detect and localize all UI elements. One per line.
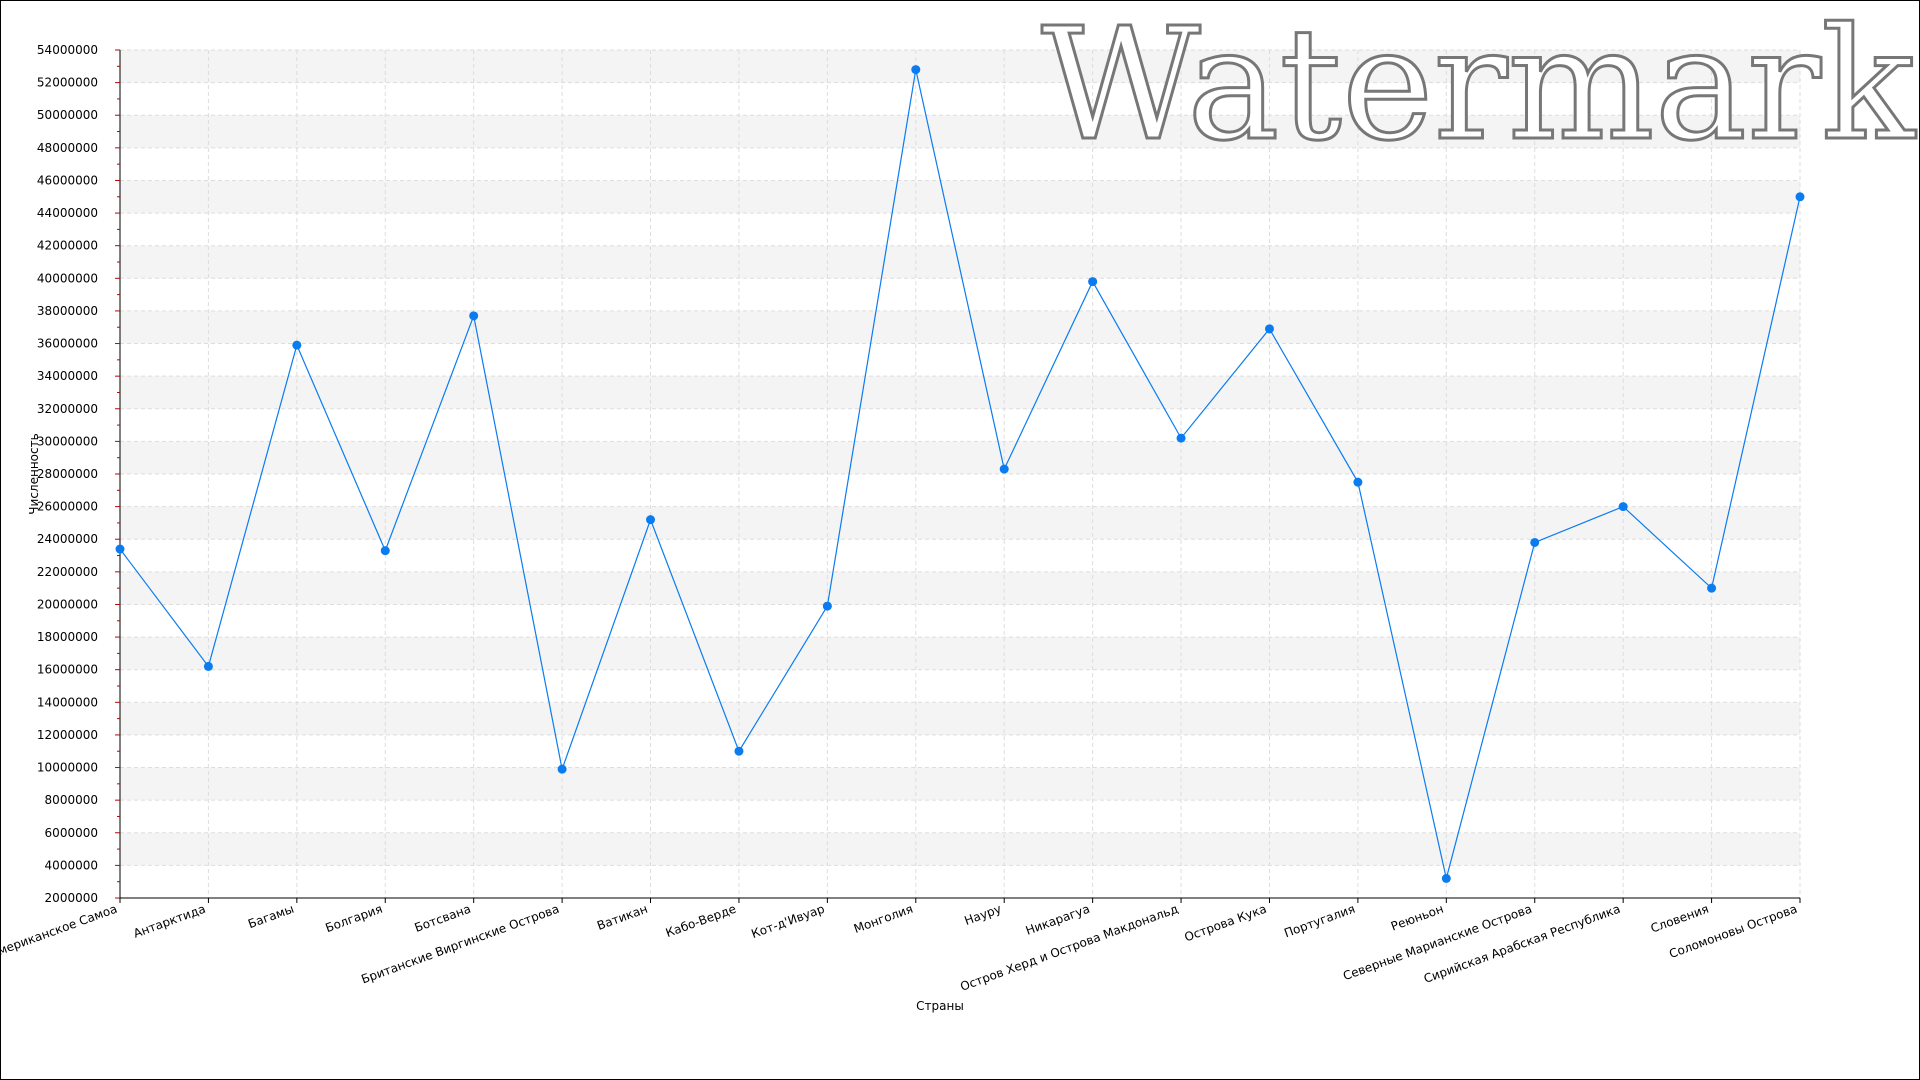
grid-band [120, 376, 1800, 409]
grid-band [120, 115, 1800, 148]
grid-band [120, 506, 1800, 540]
x-axis-ticks: Американское Самоа Антарктида Багамы Болгар… [0, 898, 1801, 994]
data-point [734, 746, 744, 756]
data-point [1264, 324, 1274, 334]
data-point [1795, 192, 1805, 202]
x-tick-label: Реюньон [1389, 902, 1445, 934]
data-point [1618, 502, 1628, 512]
y-tick-label: 22000000 [37, 565, 98, 579]
y-tick-label: 32000000 [37, 402, 98, 416]
x-tick-label: Монголия [852, 902, 915, 936]
grid-band [120, 767, 1800, 801]
grid-band [120, 180, 1800, 214]
y-tick-label: 2000000 [45, 891, 98, 905]
x-tick-label: Антарктида [132, 902, 208, 941]
data-point [469, 311, 479, 321]
x-tick-label: Ватикан [595, 902, 649, 933]
watermark: Watermark [1041, 0, 1916, 175]
grid-band [120, 245, 1800, 279]
y-tick-label: 52000000 [37, 76, 98, 90]
data-point [1530, 537, 1540, 547]
grid-band [120, 702, 1800, 735]
y-axis-title: Численность [27, 433, 41, 514]
data-point [911, 65, 921, 75]
y-tick-label: 48000000 [37, 141, 98, 155]
y-axis-ticks: 2000000 4000000 6000000 8000000 10000000 1200… [37, 43, 120, 905]
data-point [1707, 583, 1717, 593]
y-tick-label: 44000000 [37, 206, 98, 220]
data-point [1353, 477, 1363, 487]
data-point [1441, 873, 1451, 883]
grid-band [120, 637, 1800, 670]
grid-band [120, 571, 1800, 605]
grid-lines [119, 49, 1801, 899]
data-point [292, 340, 302, 350]
y-tick-label: 54000000 [37, 43, 98, 57]
data-point [1088, 277, 1098, 287]
grid-band [120, 441, 1800, 474]
y-tick-label: 8000000 [45, 793, 98, 807]
x-tick-label: Багамы [246, 902, 296, 931]
y-tick-label: 34000000 [37, 369, 98, 383]
data-point [1176, 433, 1186, 443]
x-tick-label: Словения [1649, 902, 1711, 936]
y-tick-label: 10000000 [37, 761, 98, 775]
y-tick-label: 16000000 [37, 663, 98, 677]
y-tick-label: 18000000 [37, 630, 98, 644]
y-tick-label: 4000000 [45, 858, 98, 872]
plot-bands [120, 50, 1800, 866]
x-tick-label: Кабо-Верде [664, 902, 738, 940]
y-tick-label: 42000000 [37, 239, 98, 253]
x-tick-label: Никарагуа [1024, 902, 1092, 938]
x-axis-title: Страны [916, 999, 964, 1013]
x-tick-label: Кот-д'Ивуар [749, 902, 826, 941]
y-tick-label: 28000000 [37, 467, 98, 481]
y-tick-label: 26000000 [37, 500, 98, 514]
grid-band [120, 310, 1800, 344]
y-tick-label: 6000000 [45, 826, 98, 840]
series-layer [115, 65, 1805, 883]
grid-band [120, 50, 1800, 83]
x-tick-label: Ботсвана [413, 902, 473, 935]
series-line [119, 69, 1801, 879]
data-point [115, 544, 125, 554]
x-tick-label: Острова Кука [1182, 902, 1268, 945]
y-tick-label: 20000000 [37, 597, 98, 611]
data-point [646, 515, 656, 525]
data-point [557, 764, 567, 774]
x-tick-label: Португалия [1282, 902, 1357, 941]
y-tick-label: 24000000 [37, 532, 98, 546]
y-tick-label: 38000000 [37, 304, 98, 318]
y-tick-label: 46000000 [37, 173, 98, 187]
x-tick-label: Болгария [324, 902, 385, 936]
data-point [203, 661, 213, 671]
grid-band [120, 832, 1800, 866]
x-tick-label: Американское Самоа [0, 902, 119, 961]
y-tick-label: 14000000 [37, 695, 98, 709]
y-tick-label: 50000000 [37, 108, 98, 122]
data-point [999, 464, 1009, 474]
data-point [380, 546, 390, 556]
y-tick-label: 40000000 [37, 271, 98, 285]
y-tick-label: 36000000 [37, 337, 98, 351]
y-tick-label: 12000000 [37, 728, 98, 742]
y-tick-label: 30000000 [37, 434, 98, 448]
data-point [822, 601, 832, 611]
x-tick-label: Науру [963, 902, 1004, 928]
